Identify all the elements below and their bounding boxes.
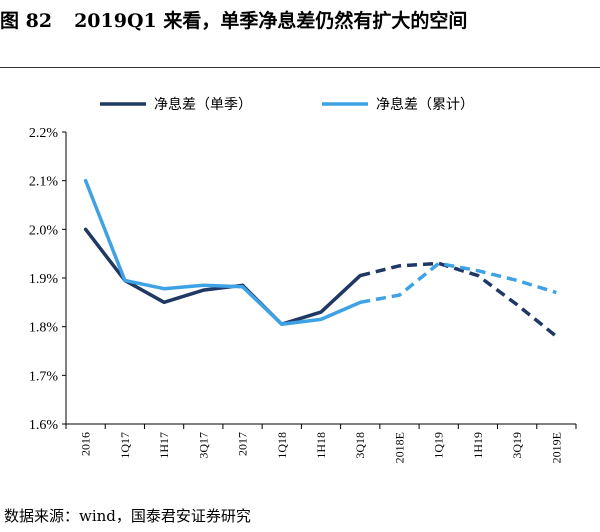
x-tick-label: 1Q18 xyxy=(275,432,289,459)
x-tick-label: 2016 xyxy=(79,432,93,456)
x-tick-label: 1H18 xyxy=(314,432,328,459)
y-axis-ticks: 1.6% 1.7% 1.8% 1.9% 2.0% 2.1% 2.2% xyxy=(29,126,66,433)
chart-axes xyxy=(65,132,576,425)
x-tick-label: 3Q19 xyxy=(510,432,524,459)
series-1-solid-line xyxy=(83,227,362,326)
x-tick-label: 2019E xyxy=(549,432,563,463)
data-source: 数据来源：wind，国泰君安证券研究 xyxy=(4,507,251,525)
figure-title-text: 2019Q1 来看，单季净息差仍然有扩大的空间 xyxy=(74,10,468,32)
x-tick-label: 3Q18 xyxy=(353,432,367,459)
y-tick-label: 2.2% xyxy=(29,126,59,141)
y-tick-label: 1.9% xyxy=(29,272,59,287)
x-tick-label: 1Q17 xyxy=(118,432,132,459)
y-tick-label: 1.7% xyxy=(29,369,59,384)
x-tick-label: 1H19 xyxy=(471,432,485,459)
y-tick-label: 1.6% xyxy=(29,418,59,433)
series-2-forecast-line xyxy=(359,261,557,305)
series-1-forecast-line xyxy=(359,261,558,338)
x-tick-label: 1Q19 xyxy=(432,432,446,459)
legend-label-2: 净息差（累计） xyxy=(376,96,474,113)
x-tick-label: 3Q17 xyxy=(196,432,210,459)
legend-label-1: 净息差（单季） xyxy=(154,96,252,113)
chart-lines xyxy=(83,178,558,338)
y-tick-label: 2.1% xyxy=(29,175,59,190)
x-tick-label: 2018E xyxy=(392,432,406,463)
figure-number: 图 82 xyxy=(0,10,53,32)
y-tick-label: 2.0% xyxy=(29,223,59,238)
title-divider xyxy=(0,67,600,68)
chart-svg: 1.6% 1.7% 1.8% 1.9% 2.0% 2.1% 2.2% 2016 1Q17 1H1… xyxy=(29,96,577,463)
x-tick-label: 1H17 xyxy=(157,432,171,459)
x-tick-label: 2017 xyxy=(236,432,250,456)
series-2-solid-line xyxy=(83,178,362,326)
x-axis-ticks: 2016 1Q17 1H17 3Q17 2017 1Q18 1H18 3Q18 2018E 1Q1… xyxy=(65,424,577,463)
figure-title: 图 82 2019Q1 来看，单季净息差仍然有扩大的空间 xyxy=(0,4,600,38)
chart-legend: 净息差（单季） 净息差（累计） xyxy=(100,96,474,113)
y-tick-label: 1.8% xyxy=(29,321,59,336)
